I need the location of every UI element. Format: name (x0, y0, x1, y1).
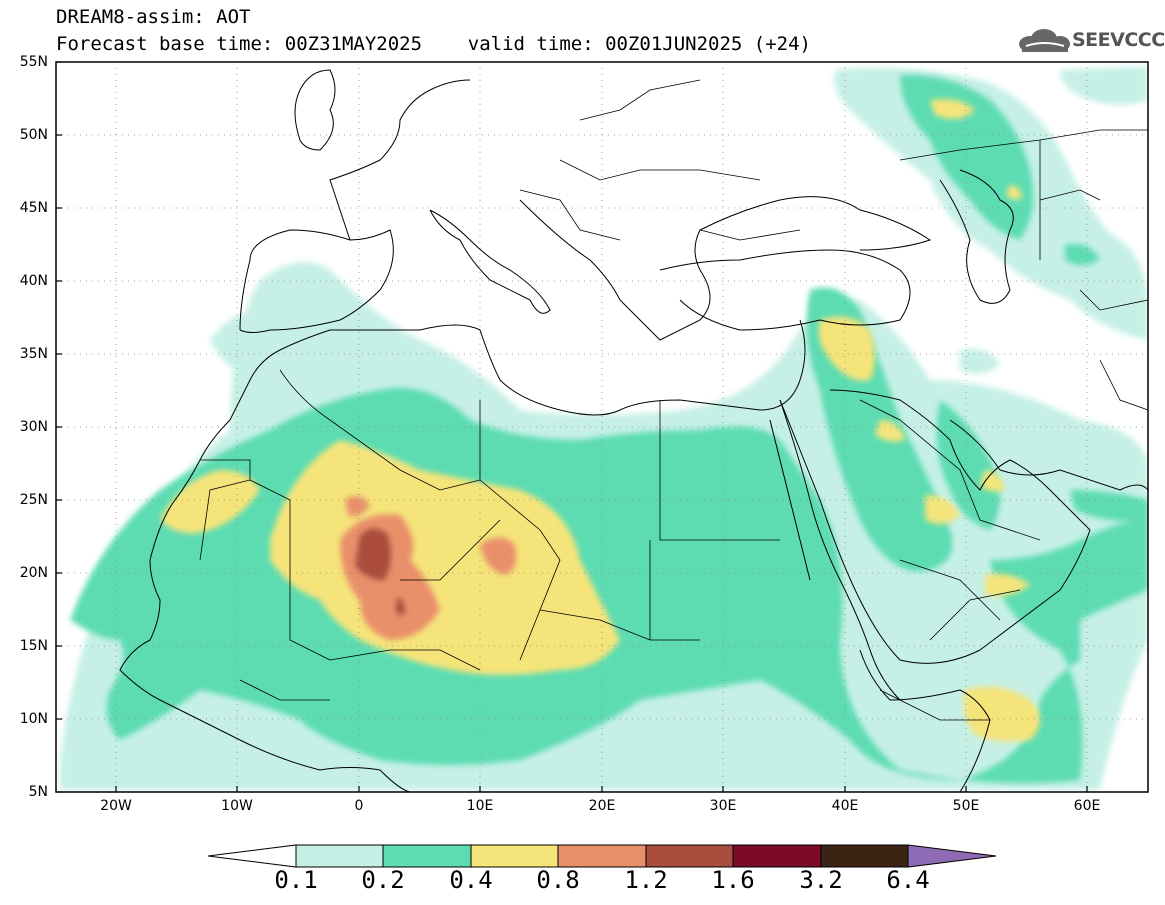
axis-ticks (56, 61, 1088, 793)
lat-label: 45N (19, 200, 48, 216)
lat-label: 5N (28, 784, 48, 800)
legend-swatch-1 (295, 844, 384, 868)
lat-label: 50N (19, 127, 48, 143)
coastlines (119, 69, 1148, 792)
legend-swatch-6 (732, 844, 822, 868)
seevccc-logo (1019, 29, 1070, 52)
legend-swatch-2 (382, 844, 472, 868)
lon-label: 10W (221, 798, 253, 814)
lat-label: 55N (19, 54, 48, 70)
country-borders (199, 79, 1148, 721)
lon-label: 40E (831, 798, 859, 814)
legend-label: 1.6 (711, 866, 755, 894)
lon-label: 20W (100, 798, 132, 814)
cloud-icon (1019, 29, 1070, 52)
lat-label: 10N (19, 711, 48, 727)
lat-label: 30N (19, 419, 48, 435)
map-title: DREAM8-assim: AOT (56, 6, 251, 28)
legend-label: 0.8 (536, 866, 580, 894)
lat-label: 35N (19, 346, 48, 362)
legend-label: 0.1 (274, 866, 318, 894)
legend-swatch-7 (820, 844, 909, 868)
legend-label: 3.2 (799, 866, 843, 894)
lat-label: 20N (19, 565, 48, 581)
lon-label: 0 (354, 798, 364, 814)
legend-swatch-5 (645, 844, 734, 868)
color-bar (207, 844, 997, 868)
lon-label: 60E (1073, 798, 1101, 814)
forecast-time-line: Forecast base time: 00Z31MAY2025 valid t… (56, 33, 811, 55)
legend-arrow-low (207, 844, 297, 868)
lon-label: 50E (952, 798, 980, 814)
lon-label: 20E (588, 798, 616, 814)
logo-text: SEEVCCC (1072, 29, 1165, 51)
lat-label: 25N (19, 492, 48, 508)
lat-label: 15N (19, 638, 48, 654)
aot-band-1.2 (355, 528, 405, 616)
legend-arrow-high (907, 844, 997, 868)
lat-lon-grid (56, 62, 1148, 792)
lon-label: 10E (466, 798, 494, 814)
legend-swatch-3 (470, 844, 559, 868)
legend-swatch-4 (557, 844, 647, 868)
lat-label: 40N (19, 273, 48, 289)
legend-label: 0.4 (449, 866, 493, 894)
legend-label: 0.2 (361, 866, 405, 894)
legend-label: 1.2 (624, 866, 668, 894)
legend-label: 6.4 (886, 866, 930, 894)
lon-label: 30E (709, 798, 737, 814)
